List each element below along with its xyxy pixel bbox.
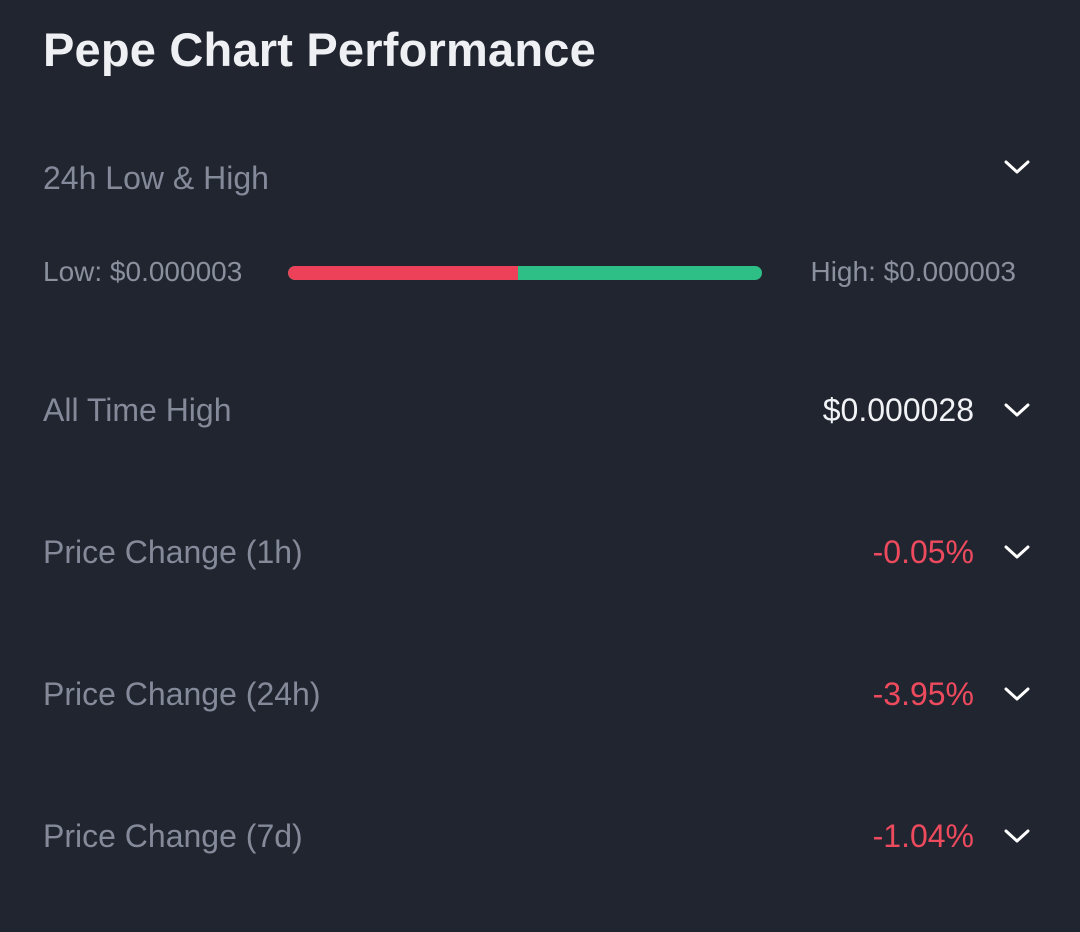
chevron-down-icon[interactable] xyxy=(1002,395,1032,425)
range-high-label: High: $0.000003 xyxy=(810,256,1016,287)
stat-label: All Time High xyxy=(43,392,232,428)
stat-value: -3.95% xyxy=(872,676,974,712)
chevron-down-icon[interactable] xyxy=(1002,537,1032,567)
range-24h: Low: $0.000003 High: $0.000003 xyxy=(0,250,1080,296)
chevron-down-icon[interactable] xyxy=(1002,152,1032,182)
stat-row-all-time-high[interactable]: All Time High $0.000028 xyxy=(0,380,1080,440)
stat-label: Price Change (24h) xyxy=(43,676,321,712)
chevron-down-icon[interactable] xyxy=(1002,679,1032,709)
stat-row-price-change-1h[interactable]: Price Change (1h) -0.05% xyxy=(0,522,1080,582)
chevron-down-icon[interactable] xyxy=(1002,821,1032,851)
range-bar xyxy=(288,266,762,280)
stat-value: -1.04% xyxy=(872,818,974,854)
range-low-label: Low: $0.000003 xyxy=(43,256,243,287)
page-title: Pepe Chart Performance xyxy=(43,23,596,76)
stat-row-price-change-7d[interactable]: Price Change (7d) -1.04% xyxy=(0,806,1080,866)
stat-label: Price Change (1h) xyxy=(43,534,303,570)
stat-value: $0.000028 xyxy=(822,392,974,428)
stat-row-price-change-24h[interactable]: Price Change (24h) -3.95% xyxy=(0,664,1080,724)
range-24h-header[interactable]: 24h Low & High xyxy=(0,140,1080,220)
range-bar-fill xyxy=(288,266,518,280)
stat-value: -0.05% xyxy=(872,534,974,570)
range-24h-label: 24h Low & High xyxy=(43,160,269,196)
stat-label: Price Change (7d) xyxy=(43,818,303,854)
